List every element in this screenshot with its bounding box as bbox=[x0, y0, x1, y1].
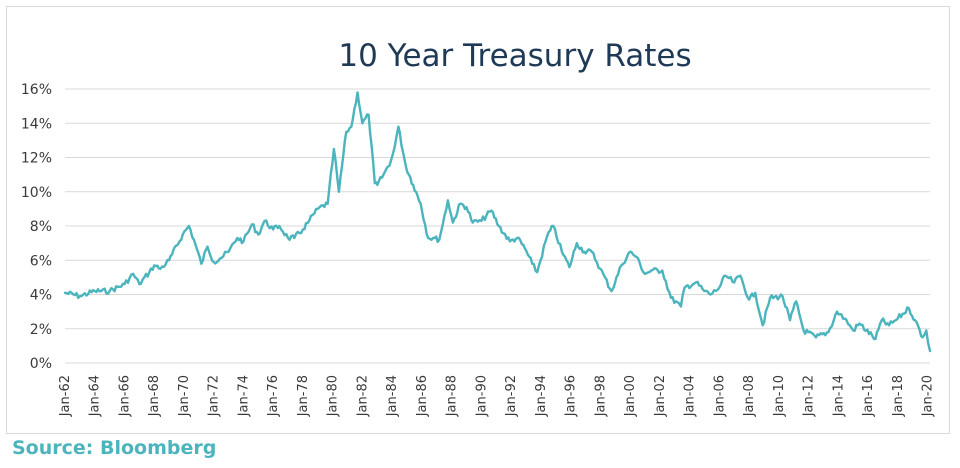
y-tick-label: 12% bbox=[21, 151, 52, 167]
line-chart: 10 Year Treasury Rates 0% 2% 4% 6% 8% 10% 12% 1… bbox=[21, 38, 936, 417]
y-tick-label: 10% bbox=[21, 185, 52, 201]
x-tick-label: Jan-78 bbox=[296, 375, 311, 417]
x-tick-label: Jan-74 bbox=[236, 375, 251, 417]
chart-title: 10 Year Treasury Rates bbox=[338, 38, 691, 74]
x-tick-label: Jan-94 bbox=[534, 375, 549, 417]
x-tick-label: Jan-18 bbox=[891, 375, 906, 417]
x-axis-ticks: Jan-62 Jan-64 Jan-66 Jan-68 Jan-70 Jan-72 Jan-… bbox=[58, 375, 936, 417]
y-tick-label: 8% bbox=[30, 219, 52, 235]
x-tick-label: Jan-80 bbox=[326, 375, 341, 417]
y-tick-label: 2% bbox=[30, 322, 52, 338]
x-tick-label: Jan-14 bbox=[831, 375, 846, 417]
x-tick-label: Jan-02 bbox=[653, 375, 668, 417]
x-tick-label: Jan-10 bbox=[772, 375, 787, 417]
x-tick-label: Jan-64 bbox=[88, 375, 103, 417]
x-tick-label: Jan-82 bbox=[355, 375, 370, 417]
series-line bbox=[63, 91, 932, 353]
x-tick-label: Jan-70 bbox=[177, 375, 192, 417]
x-tick-label: Jan-20 bbox=[921, 375, 936, 417]
x-tick-label: Jan-06 bbox=[712, 375, 727, 417]
x-tick-label: Jan-92 bbox=[504, 375, 519, 417]
x-tick-label: Jan-86 bbox=[415, 375, 430, 417]
x-tick-label: Jan-98 bbox=[593, 375, 608, 417]
x-tick-label: Jan-88 bbox=[445, 375, 460, 417]
x-tick-label: Jan-00 bbox=[623, 375, 638, 417]
source-note: Source: Bloomberg bbox=[12, 437, 217, 459]
x-tick-label: Jan-62 bbox=[58, 375, 73, 417]
chart-frame: 10 Year Treasury Rates 0% 2% 4% 6% 8% 10% 12% 1… bbox=[6, 6, 950, 434]
y-axis-ticks: 0% 2% 4% 6% 8% 10% 12% 14% 16% bbox=[21, 82, 52, 372]
x-tick-label: Jan-16 bbox=[861, 375, 876, 417]
y-tick-label: 6% bbox=[30, 253, 52, 269]
y-tick-label: 0% bbox=[30, 356, 52, 372]
x-tick-label: Jan-12 bbox=[802, 375, 817, 417]
x-tick-label: Jan-84 bbox=[385, 375, 400, 417]
x-tick-label: Jan-68 bbox=[147, 375, 162, 417]
x-tick-label: Jan-04 bbox=[683, 375, 698, 417]
x-tick-label: Jan-76 bbox=[266, 375, 281, 417]
y-tick-label: 16% bbox=[21, 82, 52, 98]
x-tick-label: Jan-90 bbox=[474, 375, 489, 417]
x-tick-label: Jan-66 bbox=[117, 375, 132, 417]
y-tick-label: 4% bbox=[30, 288, 52, 304]
x-tick-label: Jan-96 bbox=[564, 375, 579, 417]
y-tick-label: 14% bbox=[21, 116, 52, 132]
x-tick-label: Jan-72 bbox=[207, 375, 222, 417]
x-tick-label: Jan-08 bbox=[742, 375, 757, 417]
